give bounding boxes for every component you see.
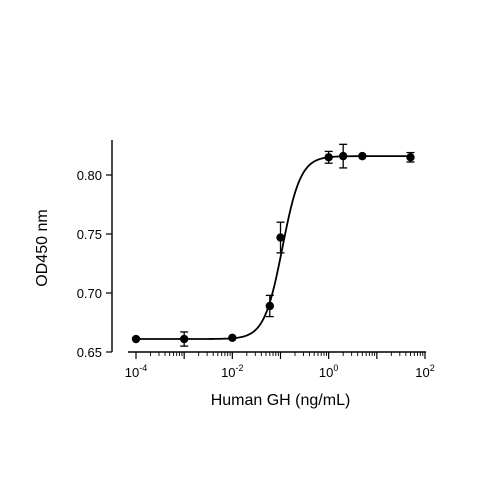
axes bbox=[111, 140, 426, 353]
y-tick-label: 0.70 bbox=[77, 286, 102, 301]
data-points bbox=[131, 151, 415, 344]
data-point bbox=[338, 151, 348, 161]
y-tick-label: 0.75 bbox=[77, 227, 102, 242]
plot-area bbox=[131, 143, 415, 347]
x-axis-title: Human GH (ng/mL) bbox=[211, 392, 351, 409]
data-point bbox=[276, 233, 285, 242]
x-axis-ticks: 10-4 10-2 100 102 bbox=[125, 352, 435, 380]
y-axis-title: OD450 nm bbox=[34, 209, 51, 286]
data-point bbox=[179, 334, 189, 344]
y-tick-label: 0.65 bbox=[77, 345, 102, 360]
data-point bbox=[358, 151, 367, 161]
x-tick-label: 100 bbox=[319, 363, 338, 380]
data-point bbox=[324, 153, 333, 162]
x-tick-label: 102 bbox=[415, 363, 434, 380]
y-tick-label: 0.80 bbox=[77, 168, 102, 183]
y-axis-ticks: 0.65 0.70 0.75 0.80 bbox=[77, 168, 112, 360]
fit-curve bbox=[136, 155, 411, 340]
x-tick-label: 10-4 bbox=[125, 363, 147, 380]
error-bars bbox=[180, 143, 415, 347]
x-tick-label: 10-2 bbox=[221, 363, 243, 380]
data-point bbox=[406, 153, 415, 162]
data-point bbox=[131, 334, 141, 344]
data-point bbox=[228, 333, 237, 343]
data-point bbox=[265, 301, 275, 311]
